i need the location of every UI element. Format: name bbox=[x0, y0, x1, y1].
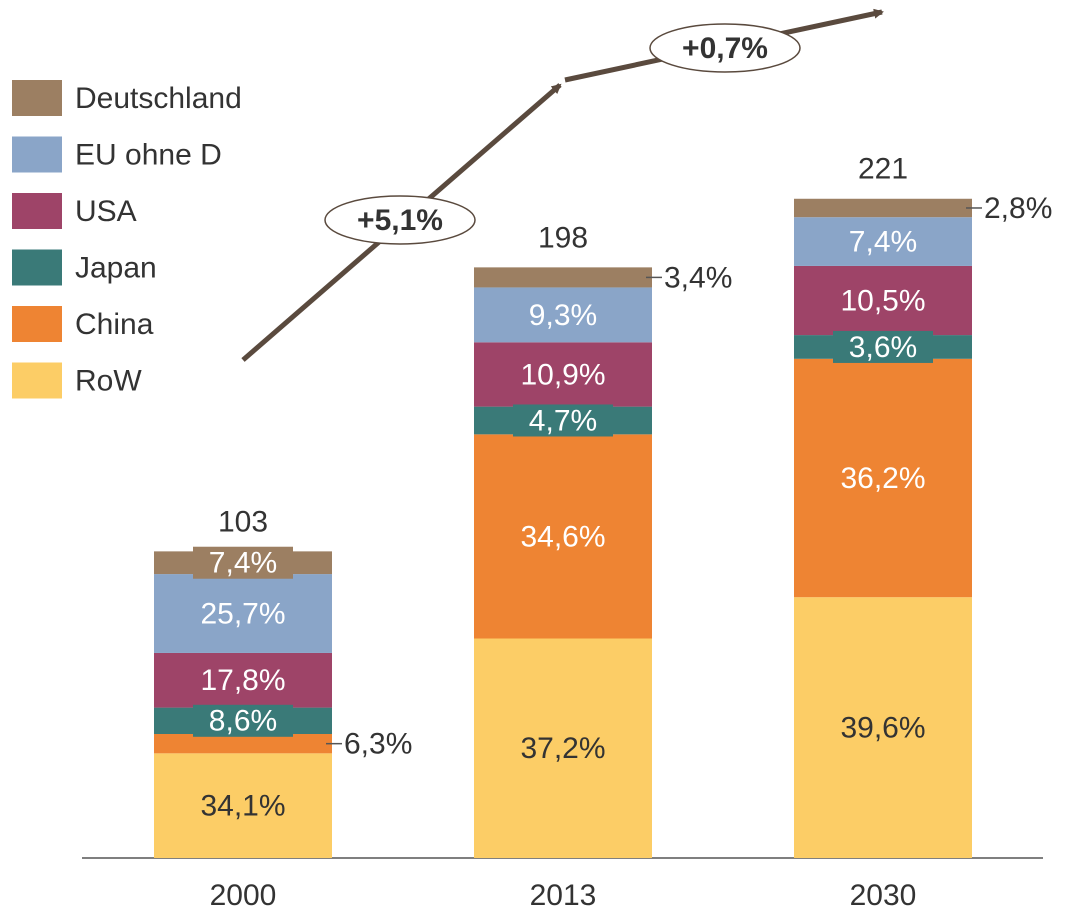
label-box bbox=[193, 546, 293, 579]
label-box bbox=[193, 704, 293, 737]
value-label: 34,6% bbox=[520, 520, 605, 553]
legend-swatch bbox=[12, 362, 62, 399]
annotation-bubble bbox=[649, 23, 801, 73]
value-label: 3,6% bbox=[849, 331, 917, 364]
total-label: 221 bbox=[858, 153, 908, 186]
legend-label: USA bbox=[75, 195, 137, 228]
legend-label: Japan bbox=[75, 251, 157, 284]
bar-segment bbox=[794, 358, 972, 598]
bar-segment bbox=[474, 267, 652, 288]
bar-segment bbox=[794, 265, 972, 336]
legend-label: China bbox=[75, 308, 154, 341]
x-tick-label: 2013 bbox=[530, 879, 597, 912]
value-label: 39,6% bbox=[840, 712, 925, 745]
value-label: 8,6% bbox=[209, 705, 277, 738]
bar-segment bbox=[794, 217, 972, 266]
bar-segment bbox=[474, 287, 652, 343]
value-label: 34,1% bbox=[200, 790, 285, 823]
value-label: 7,4% bbox=[849, 225, 917, 258]
legend-label: RoW bbox=[75, 364, 142, 397]
value-label: 7,4% bbox=[209, 547, 277, 580]
bar-segment bbox=[154, 733, 332, 754]
x-tick-label: 2000 bbox=[210, 879, 277, 912]
value-label: 3,4% bbox=[664, 261, 732, 294]
legend-swatch bbox=[12, 193, 62, 229]
bar-segment bbox=[474, 342, 652, 407]
legend-label: Deutschland bbox=[75, 82, 242, 115]
legend-swatch bbox=[12, 136, 62, 173]
label-box bbox=[833, 330, 933, 363]
label-box bbox=[513, 404, 613, 437]
bar-segment bbox=[154, 574, 332, 653]
x-tick-label: 2030 bbox=[850, 879, 917, 912]
annotation: +5,1% bbox=[357, 204, 443, 237]
value-label: 25,7% bbox=[200, 597, 285, 630]
value-label: 36,2% bbox=[840, 462, 925, 495]
bar-segment bbox=[474, 434, 652, 639]
bar-segment bbox=[794, 198, 972, 218]
value-label: 37,2% bbox=[520, 732, 605, 765]
bar-segment bbox=[154, 652, 332, 708]
bar-segment bbox=[794, 597, 972, 858]
bar-segment bbox=[154, 753, 332, 858]
value-label: 4,7% bbox=[529, 404, 597, 437]
total-label: 198 bbox=[538, 221, 588, 254]
value-label: 10,9% bbox=[520, 358, 605, 391]
value-label: 6,3% bbox=[344, 728, 412, 761]
value-label: 10,5% bbox=[840, 284, 925, 317]
value-label: 9,3% bbox=[529, 299, 597, 332]
legend-label: EU ohne D bbox=[75, 138, 222, 171]
value-label: 2,8% bbox=[984, 192, 1052, 225]
bar-segment bbox=[474, 638, 652, 858]
legend-swatch bbox=[12, 306, 62, 342]
total-label: 103 bbox=[218, 505, 268, 538]
legend-swatch bbox=[12, 80, 62, 116]
annotation: +0,7% bbox=[682, 32, 768, 65]
value-label: 17,8% bbox=[200, 664, 285, 697]
legend-swatch bbox=[12, 249, 62, 286]
annotation-bubble bbox=[324, 195, 476, 245]
